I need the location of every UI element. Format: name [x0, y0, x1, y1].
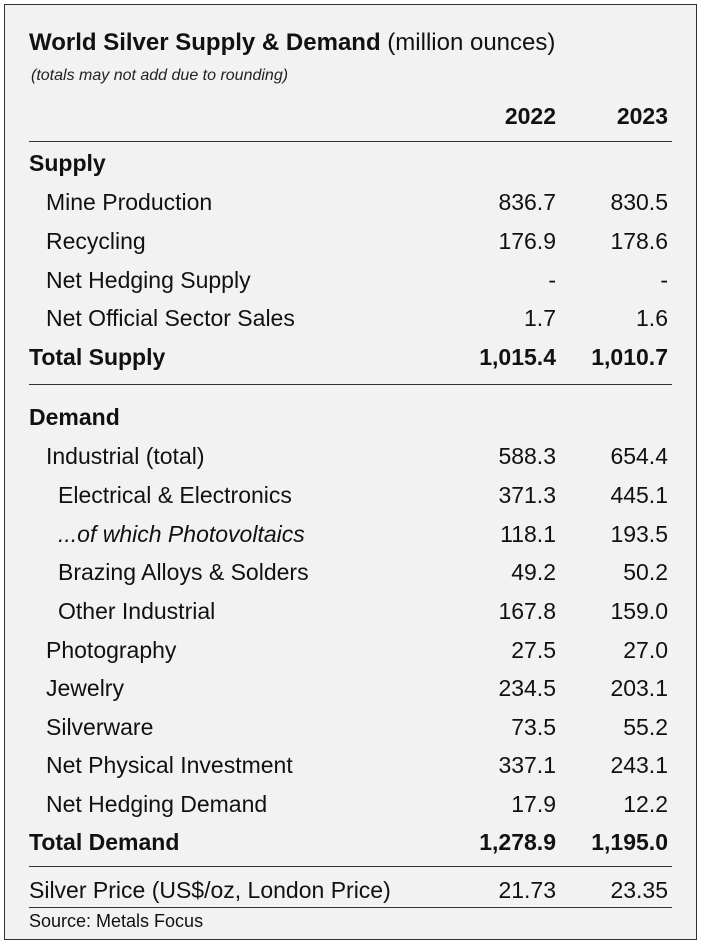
value-2023: 50.2	[623, 559, 668, 585]
table-title-bold: World Silver Supply & Demand	[29, 29, 381, 56]
row-label: Net Official Sector Sales	[46, 305, 295, 331]
value-2023: 654.4	[610, 443, 668, 469]
value-2022: 73.5	[511, 714, 556, 740]
value-2023: 193.5	[610, 521, 668, 547]
row-label: Other Industrial	[58, 598, 216, 624]
rounding-note: (totals may not add due to rounding)	[31, 67, 289, 84]
source-note: Source: Metals Focus	[29, 911, 204, 931]
row-label: Brazing Alloys & Solders	[58, 559, 309, 585]
value-2023: 1.6	[636, 305, 668, 331]
table-row: Other Industrial 167.8 159.0	[5, 592, 698, 630]
supply-divider	[29, 384, 672, 385]
table-row: Brazing Alloys & Solders 49.2 50.2	[5, 553, 698, 591]
value-2022: 1.7	[524, 305, 556, 331]
column-header-2022: 2022	[504, 103, 556, 129]
value-2022: 21.73	[498, 877, 556, 903]
value-2023: 55.2	[623, 714, 668, 740]
supply-header-label: Supply	[29, 150, 106, 176]
row-label: Net Hedging Demand	[46, 791, 268, 817]
header-divider	[29, 141, 672, 142]
row-label: Recycling	[46, 228, 146, 254]
value-2023: 830.5	[610, 189, 668, 215]
table-row: Net Hedging Demand 17.9 12.2	[5, 785, 698, 823]
value-2022: 371.3	[498, 482, 556, 508]
demand-section-header: Demand	[5, 398, 698, 436]
table-row: Jewelry 234.5 203.1	[5, 669, 698, 707]
value-2022: 49.2	[511, 559, 556, 585]
value-2022: 588.3	[498, 443, 556, 469]
row-label: Silver Price (US$/oz, London Price)	[29, 877, 391, 903]
value-2023: 159.0	[610, 598, 668, 624]
row-label: Total Supply	[29, 344, 166, 370]
row-label: ...of which Photovoltaics	[58, 521, 305, 547]
table-row: Electrical & Electronics 371.3 445.1	[5, 476, 698, 514]
table-row: Net Physical Investment 337.1 243.1	[5, 746, 698, 784]
value-2022: 836.7	[498, 189, 556, 215]
table-row: Recycling 176.9 178.6	[5, 222, 698, 260]
table-row: ...of which Photovoltaics 118.1 193.5	[5, 515, 698, 553]
column-header-2023: 2023	[616, 103, 668, 129]
value-2022: 27.5	[511, 637, 556, 663]
value-2022: 1,015.4	[479, 344, 556, 370]
table-title-units: (million ounces)	[380, 29, 556, 56]
value-2023: -	[660, 267, 668, 293]
table-row: Industrial (total) 588.3 654.4	[5, 437, 698, 475]
value-2022: -	[548, 267, 556, 293]
supply-section-header: Supply	[5, 144, 698, 182]
value-2022: 118.1	[500, 521, 556, 547]
row-label: Jewelry	[46, 675, 124, 701]
column-header-row: 2022 2023	[5, 97, 698, 135]
row-label: Photography	[46, 637, 177, 663]
total-supply-row: Total Supply 1,015.4 1,010.7	[5, 338, 698, 376]
value-2023: 243.1	[610, 752, 668, 778]
table-row: Net Hedging Supply - -	[5, 261, 698, 299]
demand-divider	[29, 866, 672, 867]
table-title: World Silver Supply & Demand (million ou…	[29, 29, 555, 57]
price-divider	[29, 907, 672, 908]
value-2022: 167.8	[498, 598, 556, 624]
value-2022: 176.9	[498, 228, 556, 254]
demand-header-label: Demand	[29, 404, 120, 430]
row-label: Total Demand	[29, 829, 180, 855]
silver-price-row: Silver Price (US$/oz, London Price) 21.7…	[5, 871, 698, 909]
value-2023: 1,010.7	[591, 344, 668, 370]
total-demand-row: Total Demand 1,278.9 1,195.0	[5, 823, 698, 861]
value-2022: 337.1	[498, 752, 556, 778]
table-row: Silverware 73.5 55.2	[5, 708, 698, 746]
value-2023: 178.6	[610, 228, 668, 254]
value-2022: 1,278.9	[479, 829, 556, 855]
row-label: Silverware	[46, 714, 154, 740]
value-2023: 27.0	[623, 637, 668, 663]
silver-supply-demand-table: World Silver Supply & Demand (million ou…	[4, 4, 697, 940]
row-label: Industrial (total)	[46, 443, 205, 469]
value-2023: 203.1	[610, 675, 668, 701]
table-row: Photography 27.5 27.0	[5, 631, 698, 669]
table-row: Mine Production 836.7 830.5	[5, 183, 698, 221]
row-label: Electrical & Electronics	[58, 482, 292, 508]
value-2023: 1,195.0	[591, 829, 668, 855]
value-2023: 23.35	[610, 877, 668, 903]
row-label: Net Physical Investment	[46, 752, 293, 778]
value-2022: 234.5	[498, 675, 556, 701]
value-2023: 445.1	[610, 482, 668, 508]
table-row: Net Official Sector Sales 1.7 1.6	[5, 299, 698, 337]
value-2023: 12.2	[623, 791, 668, 817]
value-2022: 17.9	[511, 791, 556, 817]
row-label: Mine Production	[46, 189, 213, 215]
row-label: Net Hedging Supply	[46, 267, 251, 293]
